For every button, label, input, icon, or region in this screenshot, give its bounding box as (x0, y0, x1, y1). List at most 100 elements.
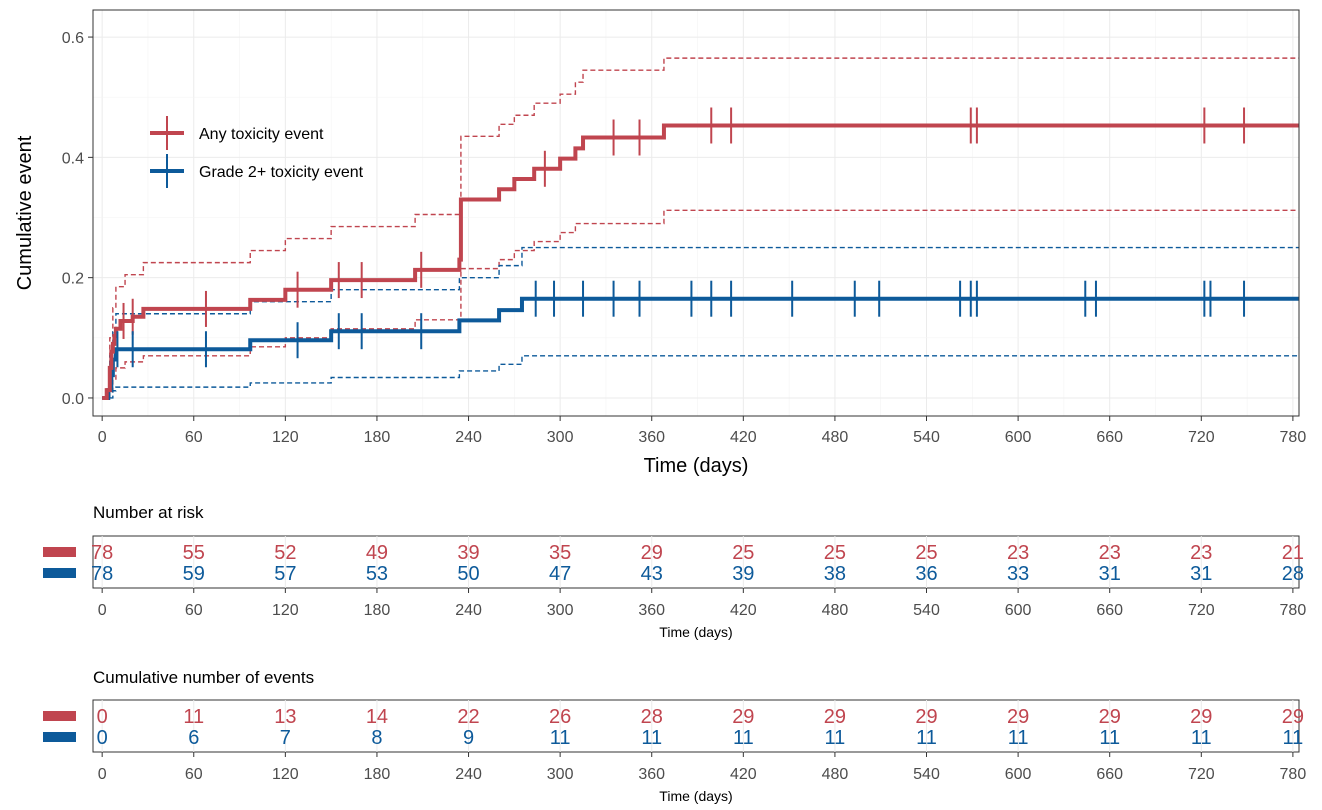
table-cell: 11 (916, 727, 937, 749)
table-cell: 26 (549, 706, 571, 728)
table-cell: 29 (732, 706, 754, 728)
y-tick-label: 0.6 (62, 30, 84, 47)
table-cell: 29 (1190, 706, 1212, 728)
row-color-key (43, 711, 76, 721)
table-cell: 31 (1099, 563, 1121, 585)
y-axis-ticks: 0.0 0.2 0.4 0.6 (62, 30, 93, 408)
table-cell: 11 (825, 727, 846, 749)
table-cell: 0 (97, 706, 108, 728)
table-cell: 39 (732, 563, 754, 585)
table-x-tick-label: 660 (1096, 602, 1123, 619)
table-cell: 11 (641, 727, 662, 749)
table-x-tick-label: 60 (185, 766, 203, 783)
table-cell: 23 (1099, 542, 1121, 564)
table-x-tick-label: 420 (730, 602, 757, 619)
table-x-tick-label: 240 (455, 766, 482, 783)
table-cell: 29 (1007, 706, 1029, 728)
table-cell: 29 (1099, 706, 1121, 728)
table-x-tick-label: 360 (638, 766, 665, 783)
y-tick-label: 0.4 (62, 150, 84, 167)
x-tick-label: 660 (1096, 429, 1123, 446)
table-cell: 21 (1282, 542, 1304, 564)
table-cell: 11 (183, 706, 204, 728)
cumulative-event-plot: 0 60 120 180 240 300 360 420 480 540 600 660 720 780 … (14, 9, 1307, 477)
table-x-tick-label: 600 (1005, 766, 1032, 783)
row-color-key (43, 547, 76, 557)
table-x-tick-label: 780 (1280, 766, 1307, 783)
events-table-title: Cumulative number of events (93, 668, 314, 687)
table-x-tick-label: 60 (185, 602, 203, 619)
lower-ci-line-0 (102, 209, 1299, 399)
x-tick-label: 480 (822, 429, 849, 446)
lower-ci-line-1 (102, 355, 1299, 399)
table-cell: 11 (1283, 727, 1304, 749)
table-panel (92, 535, 1300, 589)
table-cell: 6 (188, 727, 199, 749)
y-axis-title: Cumulative event (14, 135, 36, 290)
table-cell: 13 (274, 706, 296, 728)
table-x-tick-label: 300 (547, 766, 574, 783)
y-tick-label: 0.0 (62, 391, 84, 408)
table-x-tick-label: 120 (272, 766, 299, 783)
plot-border (92, 9, 1300, 417)
table-cell: 49 (366, 542, 388, 564)
x-tick-label: 300 (547, 429, 574, 446)
table-x-tick-label: 120 (272, 602, 299, 619)
table-cell: 11 (1008, 727, 1029, 749)
table-x-tick-label: 660 (1096, 766, 1123, 783)
table-cell: 57 (274, 563, 296, 585)
legend-label: Grade 2+ toxicity event (199, 164, 364, 181)
table-cell: 22 (457, 706, 479, 728)
table-x-tick-label: 180 (364, 602, 391, 619)
table-cell: 9 (463, 727, 474, 749)
table-cell: 53 (366, 563, 388, 585)
table-x-tick-label: 480 (822, 602, 849, 619)
x-tick-label: 420 (730, 429, 757, 446)
step-curves (102, 123, 1299, 400)
table-cell: 36 (915, 563, 937, 585)
table-cell: 29 (1282, 706, 1304, 728)
table-cell: 59 (183, 563, 205, 585)
table-cell: 11 (733, 727, 754, 749)
x-tick-label: 720 (1188, 429, 1215, 446)
risk-table-title: Number at risk (93, 503, 204, 522)
table-x-tick-label: 780 (1280, 602, 1307, 619)
legend: Any toxicity event Grade 2+ toxicity even… (150, 116, 364, 188)
x-tick-label: 540 (913, 429, 940, 446)
table-cell: 14 (366, 706, 388, 728)
table-cell: 55 (183, 542, 205, 564)
table-x-tick-label: 540 (913, 602, 940, 619)
row-color-key (43, 568, 76, 578)
legend-label: Any toxicity event (199, 126, 324, 143)
table-cell: 23 (1190, 542, 1212, 564)
table-cell: 28 (641, 706, 663, 728)
table-cell: 38 (824, 563, 846, 585)
table-x-tick-label: 240 (455, 602, 482, 619)
table-cell: 29 (824, 706, 846, 728)
x-axis-ticks: 0 60 120 180 240 300 360 420 480 540 600 660 720 780 (98, 416, 1307, 446)
table-x-tick-label: 720 (1188, 766, 1215, 783)
y-tick-label: 0.2 (62, 271, 84, 288)
table-cell: 47 (549, 563, 571, 585)
table-cell: 35 (549, 542, 571, 564)
table-cell: 28 (1282, 563, 1304, 585)
x-tick-label: 0 (98, 429, 107, 446)
table-x-tick-label: 180 (364, 766, 391, 783)
table-x-tick-label: 300 (547, 602, 574, 619)
table-cell: 31 (1190, 563, 1212, 585)
table-x-tick-label: 0 (98, 766, 107, 783)
plot-grid (93, 10, 1299, 416)
table-cell: 33 (1007, 563, 1029, 585)
table-cell: 11 (550, 727, 571, 749)
table-cell: 23 (1007, 542, 1029, 564)
table-x-tick-label: 480 (822, 766, 849, 783)
table-cell: 11 (1191, 727, 1212, 749)
table-x-tick-label: 0 (98, 602, 107, 619)
row-color-key (43, 732, 76, 742)
table-cell: 8 (371, 727, 382, 749)
table-x-tick-label: 540 (913, 766, 940, 783)
x-tick-label: 780 (1280, 429, 1307, 446)
table-cell: 78 (91, 542, 113, 564)
table-cell: 43 (641, 563, 663, 585)
